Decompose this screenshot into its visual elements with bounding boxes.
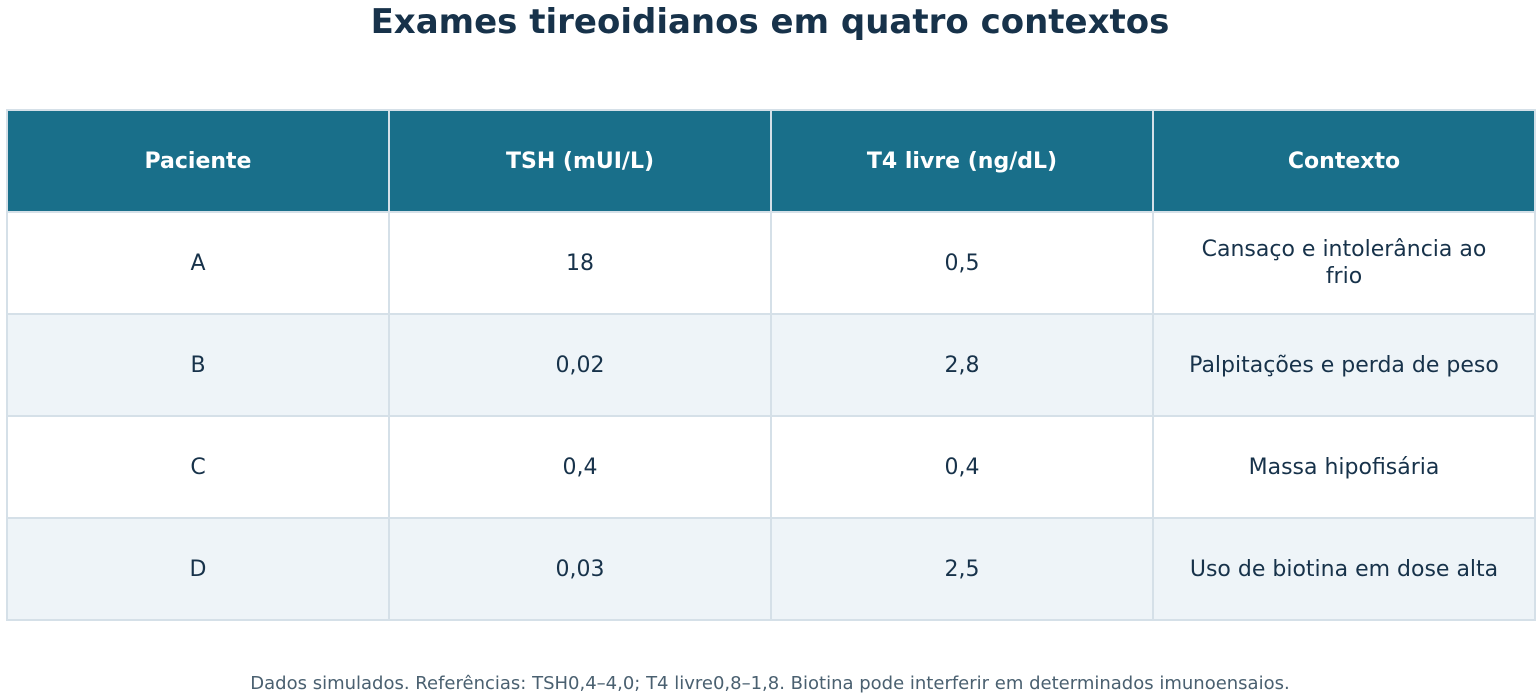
column-header-context: Contexto: [1152, 109, 1536, 213]
header-row: Paciente TSH (mUI/L) T4 livre (ng/dL) Co…: [6, 109, 1536, 213]
tsh-cell: 0,03: [388, 517, 772, 621]
tsh-cell: 0,4: [388, 415, 772, 519]
thyroid-exams-table: Paciente TSH (mUI/L) T4 livre (ng/dL) Co…: [6, 109, 1536, 621]
t4-cell: 0,4: [770, 415, 1154, 519]
footnote: Dados simulados. Referências: TSH0,4–4,0…: [250, 673, 1290, 694]
context-cell: Uso de biotina em dose alta: [1152, 517, 1536, 621]
table-body: A 18 0,5 Cansaço e intolerância ao frio …: [6, 211, 1536, 621]
table-row-b: B 0,02 2,8 Palpitações e perda de peso: [6, 313, 1536, 417]
context-cell: Cansaço e intolerância ao frio: [1152, 211, 1536, 315]
column-header-patient: Paciente: [6, 109, 390, 213]
table-row-c: C 0,4 0,4 Massa hipofisária: [6, 415, 1536, 519]
table-row-d: D 0,03 2,5 Uso de biotina em dose alta: [6, 517, 1536, 621]
context-cell: Massa hipofisária: [1152, 415, 1536, 519]
t4-cell: 2,8: [770, 313, 1154, 417]
column-header-t4: T4 livre (ng/dL): [770, 109, 1154, 213]
chart-title: Exames tireoidianos em quatro contextos: [370, 2, 1170, 42]
patient-cell: C: [6, 415, 390, 519]
table-row-a: A 18 0,5 Cansaço e intolerância ao frio: [6, 211, 1536, 315]
column-header-tsh: TSH (mUI/L): [388, 109, 772, 213]
tsh-cell: 18: [388, 211, 772, 315]
patient-cell: D: [6, 517, 390, 621]
t4-cell: 2,5: [770, 517, 1154, 621]
context-cell: Palpitações e perda de peso: [1152, 313, 1536, 417]
tsh-cell: 0,02: [388, 313, 772, 417]
t4-cell: 0,5: [770, 211, 1154, 315]
patient-cell: A: [6, 211, 390, 315]
patient-cell: B: [6, 313, 390, 417]
table-header: Paciente TSH (mUI/L) T4 livre (ng/dL) Co…: [6, 109, 1536, 213]
